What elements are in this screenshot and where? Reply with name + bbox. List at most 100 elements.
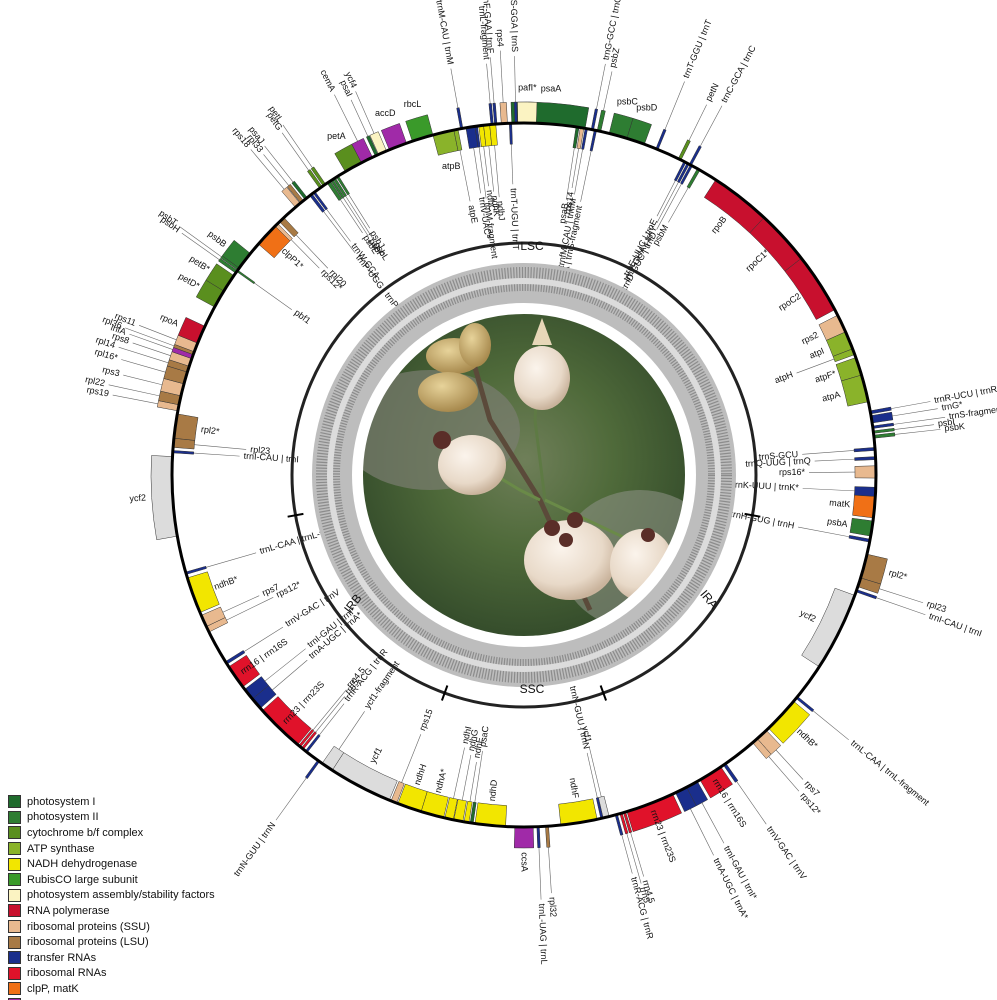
gene-label-trnH-GUG: trnH-GUG | trnH: [730, 509, 796, 531]
gene-label-ndhD: ndhD: [487, 779, 499, 802]
gene-label-trnT-UGU: trnT-UGU | trnT: [509, 188, 521, 251]
gene-label-psbD: psbD: [636, 102, 658, 112]
gene-block-ccsA: [513, 826, 535, 849]
gene-label-trnI-CAU-a: trnI-CAU | trnI: [928, 611, 984, 639]
leader-line-trnG: [892, 408, 938, 417]
leader-line-psaI: [350, 99, 369, 137]
gene-label-matK: matK: [829, 497, 851, 509]
leader-line-trnS-GGA: [514, 56, 516, 103]
center-photo: [360, 311, 688, 639]
region-boundary-ira-lsc: [744, 512, 761, 518]
leader-line-rps8: [132, 342, 171, 357]
genome-backbone-ring: [170, 121, 878, 829]
leader-line-rpl36: [125, 327, 175, 347]
gene-label-atpA: atpA: [821, 389, 841, 403]
gene-label-ndhB-b: ndhB*: [213, 574, 240, 592]
leader-line-rps7-a: [775, 749, 804, 780]
leader-line-rpl23-a: [879, 588, 924, 604]
leader-line-psbT: [179, 226, 222, 258]
leader-line-trnR-ACG-a: [621, 834, 633, 874]
gene-label-trnS-GCU: trnS-GCU: [758, 449, 798, 462]
gene-block-trnT-UGU: [508, 122, 513, 145]
legend-swatch: [8, 920, 21, 934]
gene-block-rpl32: [545, 825, 551, 848]
gene-label-infA: infA: [110, 322, 128, 337]
leader-line-trnM-frag: [478, 147, 487, 199]
legend-item: clpP, matK: [8, 981, 308, 997]
gene-label-atpF: atpF*: [814, 368, 838, 384]
gene-label-trnC-GCA: trnC-GCA | trnC: [719, 43, 758, 104]
gene-block-trnG: [870, 411, 894, 424]
leader-line-rps3: [123, 374, 163, 386]
leader-line-trnA-UGC-b: [272, 659, 308, 691]
gene-block-trnS-fragment: [872, 422, 895, 429]
gene-label-ndhE: ndhE: [472, 736, 485, 758]
leader-line-rps12-a: [768, 756, 800, 792]
leader-line-psbZ: [603, 71, 613, 111]
leader-line-trnG-GCC: [596, 63, 606, 110]
leader-line-ndhJ: [494, 145, 500, 198]
gene-label-trnV-GAC-a: trnV-GAC | trnV: [765, 824, 809, 881]
gene-block-trnN-GUU-b: [304, 759, 320, 780]
leader-line-trnN-GUU-b: [275, 777, 307, 821]
gene-block-trnS-GCU: [853, 447, 876, 453]
leader-line-psaB: [566, 147, 575, 200]
leader-line-trnV-UAC: [473, 147, 481, 194]
leader-line-petN: [688, 104, 707, 141]
gene-label-psbB: psbB: [206, 229, 228, 249]
region-boundary-irb-ssc: [599, 685, 608, 701]
gene-label-petD: petD*: [177, 271, 202, 291]
legend-swatch: [8, 951, 21, 965]
leader-line-psbM: [668, 187, 689, 223]
leader-line-rps12-c: [290, 239, 320, 269]
leader-line-infA: [129, 333, 173, 350]
leader-line-rpl16: [121, 359, 166, 373]
gene-block-matK: [852, 494, 876, 519]
gene-label-petB: petB*: [188, 253, 212, 274]
gene-label-psaA: psaA: [541, 83, 562, 93]
legend-item: RubisCO large subunit: [8, 872, 308, 888]
leader-line-psbE: [340, 199, 363, 234]
gene-label-rpl23-b: rpl23: [250, 444, 271, 456]
gene-block-rps4: [499, 102, 508, 124]
leader-line-pbf1: [254, 282, 293, 310]
leader-line-ndhG: [461, 754, 472, 801]
gene-label-rps4: rps4: [495, 29, 506, 47]
gene-label-atpB: atpB: [442, 161, 461, 171]
gene-label-rbcL: rbcL: [404, 99, 422, 109]
legend-swatch: [8, 904, 21, 918]
leader-line-rps15: [401, 734, 422, 783]
gene-label-pbf1: pbf1: [293, 307, 313, 325]
leader-line-rrn5-a: [626, 833, 642, 884]
legend-swatch: [8, 982, 21, 996]
leader-line-rpl14: [118, 346, 169, 364]
gene-block-trnK-UUU: [854, 486, 877, 497]
legend-label: RubisCO large subunit: [27, 873, 138, 886]
gene-block-trnL-UAG: [536, 826, 541, 849]
legend-swatch: [8, 888, 21, 902]
leader-line-rps4: [499, 50, 504, 103]
gene-label-psbC: psbC: [617, 96, 639, 106]
gene-block-psbA: [849, 517, 874, 537]
leader-line-psaJ: [264, 145, 294, 183]
gene-label-rpl16: rpl16*: [94, 347, 120, 363]
gene-label-trnL-CAA-a: trnL-CAA | trnL-fragment: [849, 738, 932, 808]
leader-line-trnQ-UUG: [814, 458, 855, 462]
legend-item: photosystem assembly/stability factors: [8, 888, 308, 904]
leader-line-trnY: [656, 182, 679, 224]
gene-label-ndhJ: ndhJ: [495, 201, 507, 221]
leader-line-psbJ: [348, 194, 371, 229]
region-label-ssc: SSC: [520, 682, 545, 696]
gene-label-rpl2-a: rpl2*: [888, 567, 909, 582]
gene-label-ndhA: ndhA*: [433, 767, 449, 794]
legend-swatch: [8, 935, 21, 949]
legend-label: photosystem II: [27, 811, 99, 824]
gene-block-trnI-CAU-b: [172, 450, 195, 455]
legend-label: ribosomal proteins (LSU): [27, 936, 149, 949]
leader-line-trnN-GUU-a: [586, 752, 598, 798]
legend-label: NADH dehydrogenase: [27, 858, 138, 871]
gene-label-psaB: psaB: [557, 202, 570, 224]
leader-line-rpl23-b: [194, 444, 247, 450]
leader-line-rpl22: [108, 384, 160, 397]
